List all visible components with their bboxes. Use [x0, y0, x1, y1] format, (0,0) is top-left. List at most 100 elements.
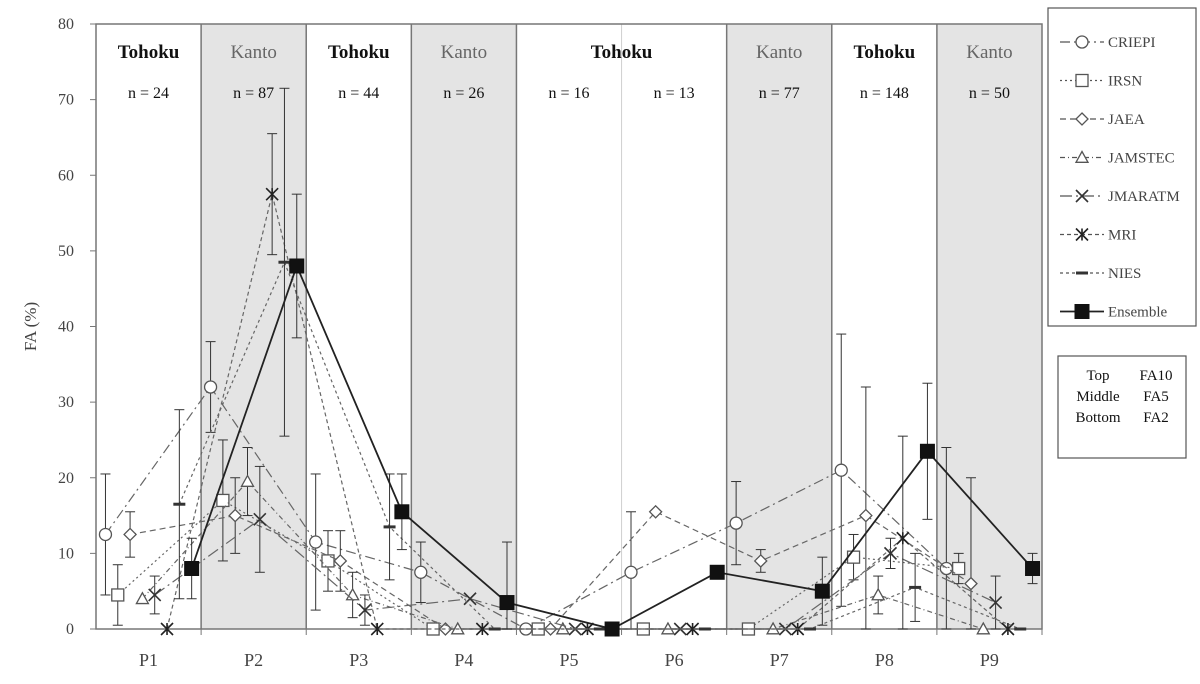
- data-point-mri-p9: [1001, 622, 1015, 636]
- data-point-jamstec-p9: [976, 621, 991, 635]
- data-point-jaea-p3: [333, 554, 348, 568]
- legend-label: JAMSTEC: [1108, 151, 1175, 167]
- marker-shape: [846, 550, 861, 564]
- y-tick-label: 0: [66, 621, 74, 638]
- data-point-jaea-p7: [753, 554, 768, 568]
- legend-marker: [1075, 35, 1089, 49]
- marker-shape: [1075, 35, 1089, 49]
- data-point-criepi-p8: [834, 463, 848, 477]
- marker-shape: [216, 493, 230, 508]
- marker-shape: [686, 622, 700, 636]
- legend-item-nies: NIES: [1060, 266, 1141, 282]
- marker-shape: [309, 535, 323, 549]
- marker-shape: [604, 621, 620, 637]
- y-tick-label: 70: [58, 92, 74, 109]
- series-line-mri: [166, 194, 1009, 630]
- data-point-criepi-p1: [98, 527, 113, 542]
- region-label: Kanto: [230, 42, 276, 63]
- series-ensemble: [184, 193, 1041, 637]
- y-tick-label: 30: [58, 394, 74, 411]
- x-tick-label: P3: [349, 650, 368, 670]
- note-box-frame: [1057, 355, 1187, 459]
- marker-shape: [265, 187, 279, 201]
- data-point-mri-p6: [686, 622, 700, 636]
- marker-shape: [203, 380, 218, 394]
- note-value-label: FA10: [1139, 368, 1172, 384]
- marker-shape: [1075, 189, 1089, 203]
- data-point-jmaratm-p4: [463, 592, 477, 606]
- period-band-P4: [411, 24, 517, 629]
- legend: CRIEPI IRSN JAEA JAMSTEC JMARATM MRI NIES Ensem…: [1047, 7, 1197, 327]
- legend-item-criepi: CRIEPI: [1060, 35, 1156, 51]
- marker-shape: [394, 504, 410, 520]
- marker-shape: [321, 554, 335, 568]
- region-label: Kanto: [756, 42, 802, 63]
- sample-count-label: n = 13: [654, 85, 695, 102]
- axes: 0 10 20 30 40 50 60 70 80 P1 P2 P3 P4 P5 P6 P7 P8 P9 FA (%…: [21, 16, 1043, 670]
- x-tick-label: P2: [244, 650, 263, 670]
- region-labels: Tohoku n = 24 Kanto n = 87 Tohoku n = 44 Kanto…: [118, 42, 1013, 102]
- series-layer: [98, 87, 1041, 637]
- marker-shape: [814, 583, 830, 599]
- legend-label: Ensemble: [1108, 305, 1167, 321]
- series-line-ensemble: [190, 263, 1034, 630]
- marker-shape: [111, 588, 125, 602]
- sample-count-label: n = 24: [128, 85, 169, 102]
- data-point-jamstec-p3: [345, 587, 360, 601]
- marker-shape: [871, 587, 886, 601]
- data-point-jaea-p2: [228, 508, 243, 523]
- region-label: Kanto: [966, 42, 1012, 63]
- region-label: Tohoku: [118, 42, 180, 63]
- marker-shape: [289, 258, 305, 274]
- region-label: Kanto: [441, 42, 487, 63]
- data-point-jamstec-p8: [871, 587, 886, 601]
- sample-count-label: n = 44: [338, 85, 379, 102]
- marker-shape: [1074, 150, 1090, 163]
- region-label: Tohoku: [854, 42, 916, 63]
- marker-shape: [624, 565, 638, 579]
- y-tick-label: 80: [58, 16, 74, 33]
- legend-label: JAEA: [1108, 112, 1145, 128]
- marker-shape: [333, 554, 348, 568]
- data-point-ensemble-p7: [814, 583, 830, 599]
- note-value-label: FA5: [1143, 389, 1169, 405]
- period-band-P9: [936, 24, 1042, 629]
- marker-shape: [135, 591, 150, 605]
- data-point-jaea-p6: [648, 504, 663, 519]
- sample-count-label: n = 87: [233, 85, 274, 102]
- marker-shape: [964, 576, 978, 591]
- legend-marker: [1075, 189, 1089, 203]
- data-point-ensemble-p9: [1025, 561, 1041, 576]
- marker-shape: [345, 587, 360, 601]
- data-point-criepi-p7: [729, 516, 743, 530]
- series-jmaratm: [148, 465, 1003, 636]
- data-point-irsn-p8: [846, 550, 861, 564]
- marker-shape: [834, 463, 848, 477]
- error-bar: [965, 477, 976, 630]
- data-point-jaea-p9: [964, 576, 978, 591]
- marker-shape: [98, 527, 113, 542]
- marker-shape: [370, 622, 384, 636]
- legend-item-mri: MRI: [1060, 228, 1136, 244]
- data-point-jmaratm-p2: [253, 512, 267, 526]
- y-tick-label: 40: [58, 319, 74, 336]
- note-position-label: Bottom: [1075, 410, 1120, 426]
- marker-shape: [1025, 561, 1041, 576]
- series-line-jmaratm: [154, 518, 996, 630]
- marker-shape: [148, 588, 162, 602]
- data-point-criepi-p6: [624, 565, 638, 579]
- legend-marker: [1074, 150, 1090, 163]
- x-tick-label: P6: [665, 650, 684, 670]
- data-point-mri-p3: [370, 622, 384, 636]
- marker-shape: [952, 561, 966, 576]
- marker-shape: [858, 508, 873, 523]
- data-point-irsn-p2: [216, 493, 230, 508]
- data-point-jmaratm-p3: [358, 603, 372, 617]
- data-point-mri-p2: [265, 187, 279, 201]
- data-point-ensemble-p2: [289, 258, 305, 274]
- sample-count-label: n = 50: [969, 85, 1010, 102]
- data-point-ensemble-p3: [394, 504, 410, 520]
- sample-count-label: n = 16: [548, 85, 589, 102]
- y-tick-label: 20: [58, 470, 74, 487]
